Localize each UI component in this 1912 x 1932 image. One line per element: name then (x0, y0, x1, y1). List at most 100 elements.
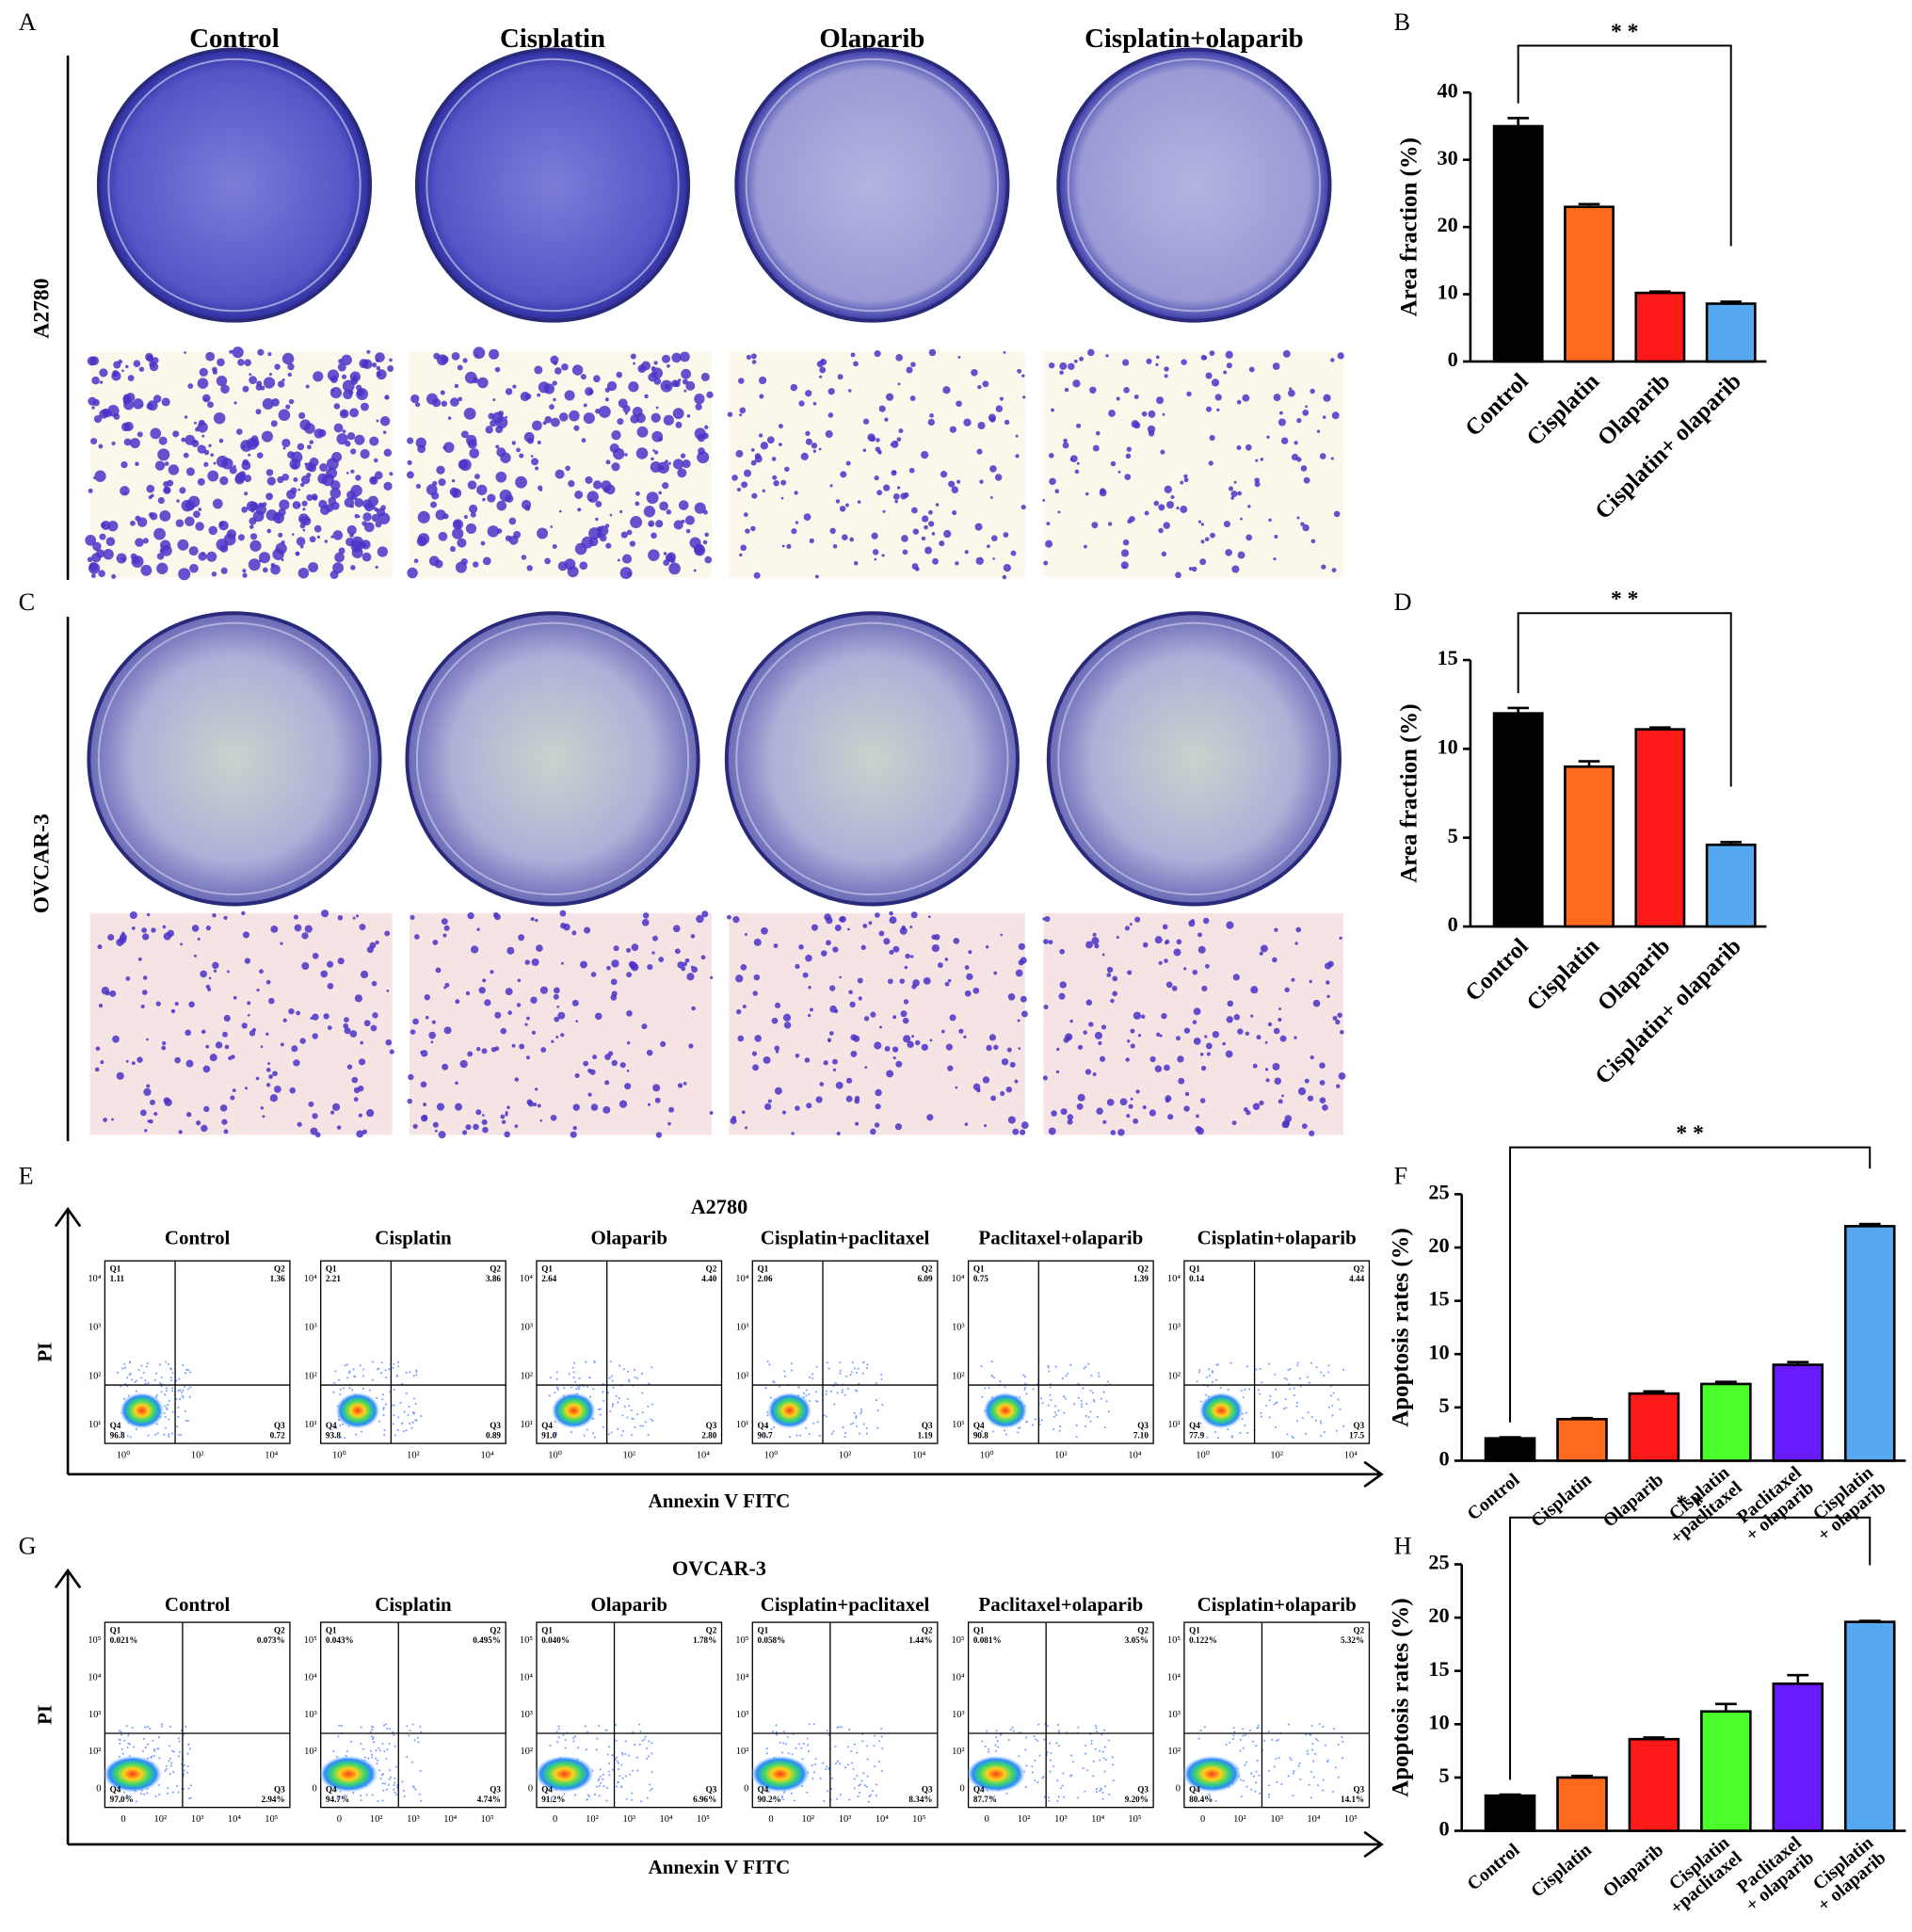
cell (1158, 527, 1164, 534)
quadrant-value: 93.8 (326, 1430, 341, 1440)
event (1293, 1394, 1295, 1397)
cell (894, 441, 898, 444)
event (381, 1742, 384, 1745)
cell (367, 495, 378, 507)
cell (313, 524, 322, 533)
cell (886, 1070, 894, 1078)
cell (413, 934, 420, 940)
cell (362, 359, 373, 370)
event (169, 1367, 172, 1370)
event (176, 1784, 179, 1788)
cell (605, 459, 611, 465)
cell (1059, 948, 1066, 955)
cell (149, 361, 156, 368)
event (577, 1388, 580, 1391)
cell (580, 960, 587, 969)
event (649, 1783, 651, 1786)
cell (157, 497, 165, 505)
cell (93, 414, 103, 424)
event (146, 1792, 149, 1795)
group-header: Paclitaxel+olaparib (978, 1593, 1143, 1616)
cell (1180, 506, 1188, 513)
cell (829, 527, 836, 534)
cell (694, 394, 705, 405)
event (1274, 1373, 1277, 1376)
event (881, 1747, 884, 1749)
event (626, 1416, 629, 1419)
cell (341, 374, 347, 379)
cell (156, 553, 165, 560)
cell (955, 1086, 958, 1089)
event (622, 1429, 625, 1433)
event (1107, 1410, 1110, 1413)
cell (1068, 362, 1075, 370)
event (337, 1735, 340, 1738)
event (393, 1788, 395, 1791)
cell (1282, 1119, 1290, 1127)
cell (647, 963, 653, 971)
event (1256, 1760, 1259, 1763)
cell (1291, 977, 1295, 982)
cell (150, 427, 162, 440)
cell (550, 1114, 557, 1121)
event (396, 1429, 399, 1432)
cell (1273, 1027, 1280, 1035)
cell (167, 479, 174, 487)
cell (162, 1040, 167, 1046)
x-tick-label: 10² (801, 1814, 814, 1825)
cell (203, 461, 209, 467)
event (360, 1799, 362, 1802)
cell (267, 1062, 271, 1066)
cell (451, 488, 462, 498)
event (1277, 1738, 1280, 1741)
event (830, 1777, 833, 1779)
event (392, 1423, 394, 1425)
event (1052, 1764, 1055, 1767)
event (865, 1785, 868, 1788)
cell (1094, 1031, 1102, 1039)
cell (505, 988, 513, 996)
event (383, 1782, 387, 1785)
cell (298, 513, 310, 524)
cell (233, 995, 237, 1000)
event (1316, 1739, 1319, 1742)
cell (1278, 1007, 1282, 1010)
event (602, 1425, 604, 1428)
event (651, 1770, 653, 1774)
cell (855, 1121, 860, 1126)
event (385, 1757, 388, 1760)
event (367, 1757, 370, 1760)
event (1263, 1739, 1266, 1742)
cell (982, 380, 989, 388)
cell (353, 1087, 361, 1094)
event (338, 1378, 341, 1381)
event (1096, 1415, 1099, 1419)
quadrant-value: 90.7 (758, 1430, 773, 1440)
event (1061, 1784, 1064, 1787)
cell (161, 1045, 167, 1051)
y-axis-label: Area fraction (%) (1397, 703, 1422, 882)
event (772, 1797, 775, 1800)
y-tick-label: 10⁴ (520, 1274, 533, 1284)
event (415, 1374, 418, 1377)
cell (943, 529, 952, 539)
cell (168, 464, 180, 475)
event (609, 1360, 612, 1363)
cell (683, 389, 687, 393)
cell (700, 372, 710, 382)
cell (1135, 1089, 1140, 1094)
cell (903, 999, 909, 1005)
event (1275, 1388, 1277, 1391)
cell (604, 484, 616, 495)
cell (241, 507, 248, 513)
cell (624, 453, 628, 457)
cell (1018, 1047, 1021, 1050)
x-tick-label: 10³ (839, 1814, 852, 1825)
cell (133, 398, 144, 410)
cell (281, 558, 284, 561)
cell (820, 950, 827, 957)
cell (174, 1002, 179, 1006)
quadrant-value: 7.10 (1133, 1430, 1149, 1440)
quadrant-name: Q1 (326, 1625, 337, 1634)
cell (1339, 936, 1342, 941)
